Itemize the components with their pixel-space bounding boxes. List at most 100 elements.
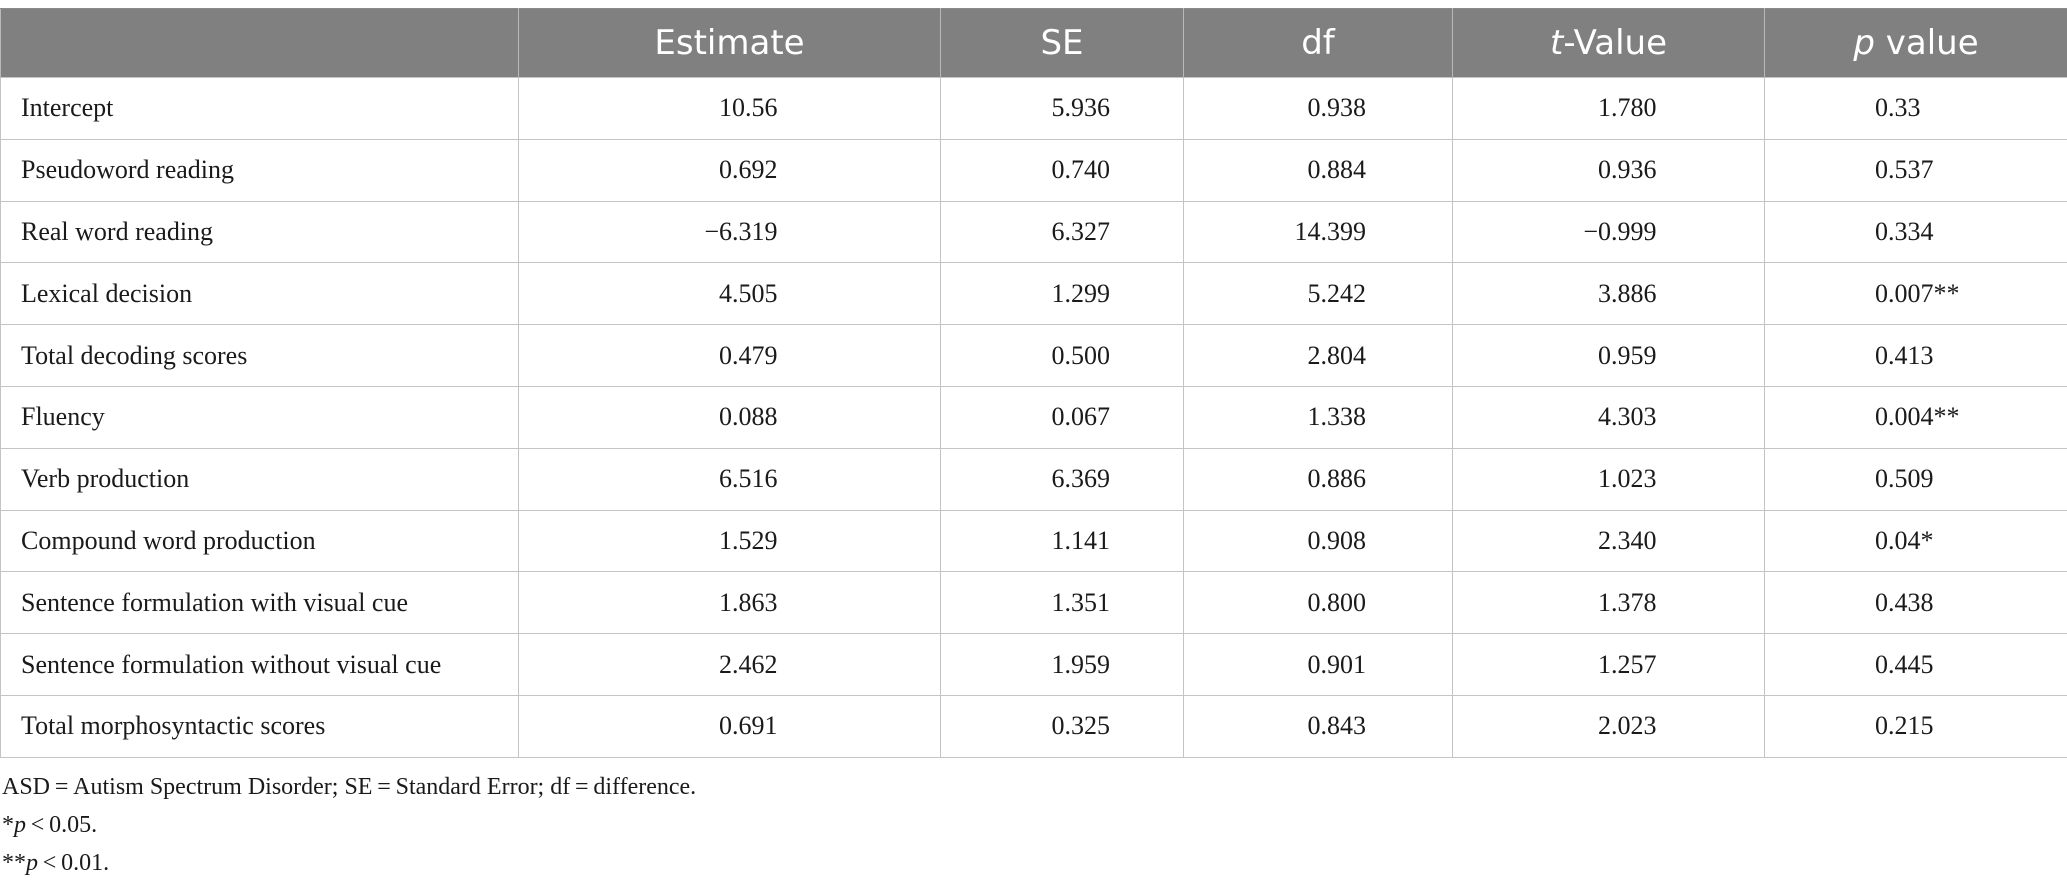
cell-value: 6.516: [719, 464, 778, 494]
cell-value: 3.886: [1598, 278, 1657, 308]
cell-se: 1.959: [940, 633, 1184, 696]
table-footnotes: ASD = Autism Spectrum Disorder; SE = Sta…: [2, 768, 696, 882]
header-cell-se: SE: [940, 8, 1184, 78]
cell-value: 0.33: [1875, 93, 1921, 123]
table-row: Total decoding scores 0.479 0.500 2.804 0.95…: [0, 324, 2067, 387]
cell-p-value: 0.413: [1764, 324, 2067, 387]
header-cell-predictor: [0, 8, 519, 78]
cell-value: 0.908: [1307, 525, 1367, 555]
cell-value: 0.004**: [1875, 402, 1960, 432]
table-row: Sentence formulation with visual cue 1.86…: [0, 571, 2067, 635]
footnote-significance-01: **p < 0.01.: [2, 850, 110, 876]
cell-value: 0.509: [1875, 464, 1934, 494]
results-table: Estimate SE df t-Value p value Intercept…: [0, 8, 2067, 758]
cell-predictor: Sentence formulation without visual cue: [0, 633, 519, 696]
cell-se: 0.325: [940, 694, 1184, 758]
cell-p-value: 0.004**: [1764, 385, 2067, 449]
cell-value: 0.479: [719, 340, 778, 370]
cell-value: 4.303: [1598, 402, 1657, 432]
cell-estimate: 10.56: [518, 77, 941, 140]
cell-value: 1.780: [1598, 93, 1657, 123]
table-row: Compound word production 1.529 1.141 0.908 2…: [0, 509, 2067, 573]
cell-df: 0.884: [1183, 138, 1453, 202]
cell-predictor: Fluency: [0, 385, 519, 449]
cell-p-value: 0.33: [1764, 77, 2067, 140]
cell-estimate: 2.462: [518, 633, 941, 696]
cell-value: 1.257: [1598, 649, 1657, 679]
cell-value: 14.399: [1294, 216, 1367, 246]
cell-value: 0.334: [1875, 216, 1934, 246]
header-cell-df: df: [1183, 8, 1453, 78]
cell-t-value: 2.023: [1452, 694, 1765, 758]
table-body: Intercept 10.56 5.936 0.938 1.780 0.33 Pseudow…: [0, 77, 2067, 758]
cell-se: 5.936: [940, 77, 1184, 140]
cell-value: 0.088: [719, 402, 778, 432]
cell-p-value: 0.007**: [1764, 262, 2067, 326]
footnote-significance-05: *p < 0.05.: [2, 812, 98, 838]
cell-value: 2.462: [719, 649, 778, 679]
cell-predictor: Total decoding scores: [0, 324, 519, 387]
cell-se: 0.740: [940, 138, 1184, 202]
cell-t-value: 0.959: [1452, 324, 1765, 387]
cell-value: 2.340: [1598, 525, 1657, 555]
cell-se: 1.141: [940, 509, 1184, 573]
cell-df: 0.800: [1183, 571, 1453, 635]
table-row: Verb production 6.516 6.369 0.886 1.023 0.509: [0, 447, 2067, 511]
cell-estimate: 4.505: [518, 262, 941, 326]
cell-estimate: 0.088: [518, 385, 941, 449]
cell-df: 0.908: [1183, 509, 1453, 573]
cell-se: 6.327: [940, 200, 1184, 264]
footnote-abbreviations: ASD = Autism Spectrum Disorder; SE = Sta…: [2, 774, 697, 800]
cell-df: 2.804: [1183, 324, 1453, 387]
cell-predictor: Real word reading: [0, 200, 519, 264]
cell-se: 1.299: [940, 262, 1184, 326]
cell-value: −0.999: [1583, 216, 1657, 246]
cell-df: 0.938: [1183, 77, 1453, 140]
cell-value: 5.936: [1051, 93, 1111, 123]
header-row: Estimate SE df t-Value p value: [0, 8, 2067, 78]
cell-value: 0.800: [1307, 587, 1367, 617]
cell-value: 0.325: [1051, 711, 1111, 741]
cell-df: 5.242: [1183, 262, 1453, 326]
cell-value: 2.023: [1598, 711, 1657, 741]
cell-estimate: −6.319: [518, 200, 941, 264]
cell-estimate: 0.479: [518, 324, 941, 387]
cell-value: 10.56: [719, 93, 778, 123]
cell-value: 0.936: [1598, 155, 1657, 185]
cell-df: 1.338: [1183, 385, 1453, 449]
cell-value: 0.438: [1875, 587, 1934, 617]
cell-se: 0.067: [940, 385, 1184, 449]
cell-value: 0.413: [1875, 340, 1934, 370]
cell-value: 0.901: [1307, 649, 1367, 679]
cell-t-value: −0.999: [1452, 200, 1765, 264]
cell-predictor: Pseudoword reading: [0, 138, 519, 202]
cell-predictor: Compound word production: [0, 509, 519, 573]
cell-value: 5.242: [1307, 278, 1367, 308]
cell-value: 6.369: [1051, 464, 1111, 494]
cell-value: 0.938: [1307, 93, 1367, 123]
cell-se: 6.369: [940, 447, 1184, 511]
cell-estimate: 1.529: [518, 509, 941, 573]
cell-value: 0.843: [1307, 711, 1367, 741]
cell-value: 1.141: [1051, 525, 1111, 555]
cell-se: 1.351: [940, 571, 1184, 635]
cell-df: 0.901: [1183, 633, 1453, 696]
cell-value: 1.378: [1598, 587, 1657, 617]
cell-p-value: 0.438: [1764, 571, 2067, 635]
cell-t-value: 1.023: [1452, 447, 1765, 511]
header-cell-estimate: Estimate: [518, 8, 941, 78]
cell-t-value: 2.340: [1452, 509, 1765, 573]
cell-value: 1.023: [1598, 464, 1657, 494]
cell-estimate: 6.516: [518, 447, 941, 511]
cell-predictor: Total morphosyntactic scores: [0, 694, 519, 758]
cell-estimate: 0.692: [518, 138, 941, 202]
header-cell-p-value: p value: [1764, 8, 2067, 78]
table-row: Total morphosyntactic scores 0.691 0.325 0.…: [0, 694, 2067, 758]
cell-value: 0.691: [719, 711, 778, 741]
cell-value: 0.537: [1875, 155, 1934, 185]
cell-value: 2.804: [1307, 340, 1367, 370]
cell-value: 0.884: [1307, 155, 1367, 185]
cell-value: 0.692: [719, 155, 778, 185]
cell-value: 1.338: [1307, 402, 1367, 432]
cell-se: 0.500: [940, 324, 1184, 387]
